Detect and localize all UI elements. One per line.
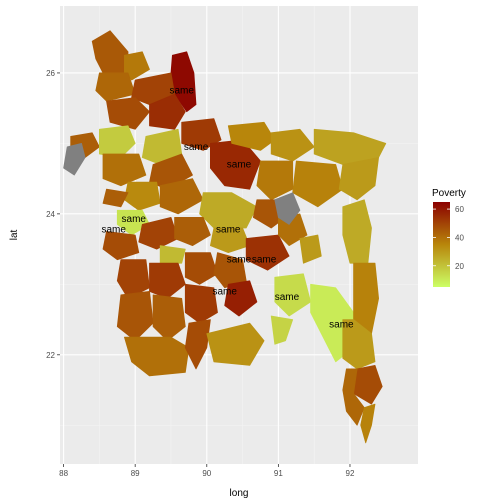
map-region-36	[184, 252, 218, 285]
region-label-10: same	[329, 319, 354, 330]
map-region-53	[360, 403, 376, 444]
map-region-39	[274, 273, 312, 317]
map-region-25	[102, 188, 129, 208]
region-label-5: same	[216, 224, 241, 235]
map-region-38	[224, 280, 258, 317]
map-region-42	[152, 294, 186, 342]
legend-tick-label: 40	[455, 233, 464, 242]
map-region-29	[209, 227, 251, 254]
map-region-54	[63, 142, 86, 176]
map-region-3	[95, 72, 136, 102]
region-label-2: same	[227, 160, 252, 171]
legend-tick-label: 20	[455, 262, 464, 271]
map-region-18	[338, 157, 380, 201]
map-region-5	[106, 97, 150, 130]
x-tick-label: 92	[346, 469, 355, 478]
map-region-46	[206, 322, 265, 366]
x-tick-label: 88	[59, 469, 68, 478]
map-region-15	[270, 128, 315, 162]
region-label-1: same	[184, 142, 209, 153]
map-region-17	[292, 160, 344, 208]
map-region-50	[342, 319, 376, 370]
map-region-28	[174, 216, 211, 247]
x-tick-label: 90	[202, 469, 211, 478]
map-region-35	[149, 262, 186, 299]
region-label-8: same	[212, 286, 237, 297]
map-region-47	[270, 315, 294, 345]
map-region-22	[199, 192, 258, 229]
map-region-6	[149, 93, 186, 130]
map-region-21	[159, 178, 204, 215]
y-tick-label: 22	[46, 351, 55, 360]
map-region-32	[299, 234, 322, 264]
region-label-4: same	[101, 224, 126, 235]
map-region-26	[102, 231, 140, 261]
map-region-14	[227, 121, 276, 151]
map-region-33	[159, 245, 186, 264]
map-region-8	[99, 125, 136, 158]
legend-colorbar	[433, 202, 450, 287]
y-tick-label: 26	[46, 69, 55, 78]
region-label-3: same	[122, 214, 147, 225]
map-region-44	[124, 336, 190, 377]
region-label-9: same	[275, 292, 300, 303]
x-tick-label: 89	[131, 469, 140, 478]
map-region-30	[245, 234, 290, 271]
y-axis-title: lat	[9, 229, 20, 240]
legend-ticks: 20 40 60	[433, 205, 464, 271]
map-region-41	[116, 290, 154, 342]
legend-tick-label: 60	[455, 205, 464, 214]
map-region-55	[274, 192, 301, 225]
x-axis: 88 89 90 91 92	[59, 464, 355, 478]
map-region-52	[342, 368, 365, 426]
map-regions	[63, 30, 387, 444]
x-tick-label: 91	[274, 469, 283, 478]
map-region-27	[138, 216, 179, 250]
map-region-49	[353, 262, 380, 335]
legend-title: Poverty	[432, 188, 466, 199]
map-region-11	[102, 153, 147, 187]
y-tick-label: 24	[46, 210, 55, 219]
map-region-2	[124, 51, 150, 81]
map-region-45	[184, 319, 211, 370]
map-region-43	[184, 283, 218, 324]
legend: Poverty 20 40 60	[432, 188, 466, 287]
region-label-7: same	[252, 255, 277, 266]
region-label-6: same	[227, 255, 252, 266]
y-axis: 22 24 26	[46, 69, 60, 360]
region-label-0: same	[169, 86, 194, 97]
map-region-19	[256, 160, 294, 201]
x-axis-title: long	[230, 488, 249, 499]
